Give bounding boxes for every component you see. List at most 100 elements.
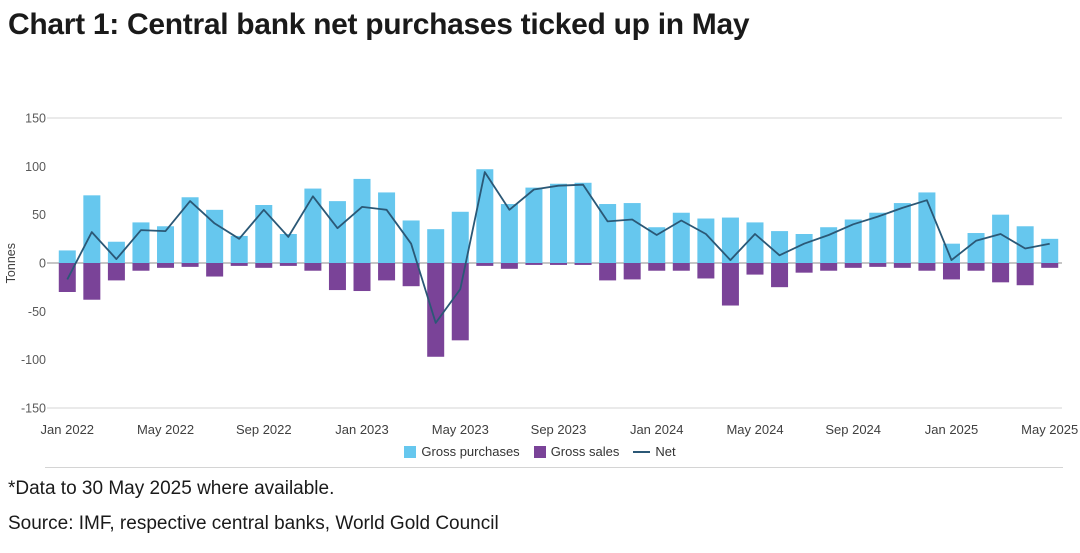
bar-gross-purchases <box>157 226 175 263</box>
x-tick-label: Jan 2023 <box>335 422 389 437</box>
bar-gross-purchases <box>328 201 346 263</box>
x-tick-label: May 2024 <box>726 422 783 437</box>
bar-gross-sales <box>844 263 862 268</box>
bar-gross-sales <box>721 263 739 306</box>
legend-square-swatch <box>404 445 417 458</box>
bar-gross-sales <box>992 263 1010 283</box>
bar-gross-purchases <box>992 214 1010 263</box>
bar-gross-purchases <box>255 205 273 263</box>
x-tick-label: May 2022 <box>137 422 194 437</box>
bar-gross-sales <box>771 263 789 288</box>
bar-gross-sales <box>181 263 199 267</box>
x-tick-label: Jan 2025 <box>925 422 979 437</box>
bar-gross-purchases <box>672 212 690 263</box>
bar-gross-purchases <box>721 217 739 263</box>
bar-gross-sales <box>451 263 469 341</box>
bar-gross-sales <box>279 263 297 266</box>
bar-gross-sales <box>893 263 911 268</box>
bar-gross-purchases <box>206 209 224 263</box>
bar-gross-sales <box>623 263 641 280</box>
bar-gross-sales <box>746 263 764 275</box>
bar-gross-sales <box>820 263 838 271</box>
bar-gross-purchases <box>771 231 789 263</box>
bar-gross-sales <box>1041 263 1059 268</box>
legend-item-gross-sales: Gross sales <box>533 444 620 459</box>
bar-gross-purchases <box>525 187 543 263</box>
bar-gross-purchases <box>599 204 617 263</box>
bar-gross-purchases <box>574 182 592 263</box>
x-tick-label: May 2025 <box>1021 422 1078 437</box>
legend-label: Gross purchases <box>421 444 520 459</box>
bar-gross-purchases <box>500 204 518 263</box>
x-tick-label: Jan 2022 <box>41 422 95 437</box>
bar-gross-purchases <box>58 250 76 263</box>
legend-label: Net <box>655 444 676 459</box>
bar-gross-purchases <box>451 211 469 263</box>
footnote: *Data to 30 May 2025 where available. <box>8 478 335 499</box>
bar-gross-purchases <box>402 220 420 263</box>
bar-gross-purchases <box>83 195 101 263</box>
legend-item-gross-purchases: Gross purchases <box>404 444 520 459</box>
bar-gross-sales <box>427 263 445 357</box>
bar-gross-sales <box>353 263 371 292</box>
bar-gross-purchases <box>107 241 125 263</box>
bar-gross-sales <box>599 263 617 281</box>
bar-gross-sales <box>107 263 125 281</box>
y-tick-label: -150 <box>21 402 46 416</box>
bar-gross-purchases <box>697 218 715 263</box>
bar-gross-sales <box>476 263 494 266</box>
y-tick-label: 150 <box>25 112 46 126</box>
bar-gross-purchases <box>746 222 764 263</box>
y-tick-label: 50 <box>32 208 46 222</box>
x-tick-label: May 2023 <box>432 422 489 437</box>
bar-gross-purchases <box>378 192 396 263</box>
legend-square-swatch <box>533 445 546 458</box>
bar-gross-sales <box>255 263 273 268</box>
x-tick-label: Jan 2024 <box>630 422 684 437</box>
bar-gross-sales <box>206 263 224 277</box>
bar-gross-sales <box>574 263 592 265</box>
bar-gross-purchases <box>795 234 813 263</box>
bar-gross-sales <box>304 263 322 271</box>
y-tick-label: 100 <box>25 160 46 174</box>
bar-gross-purchases <box>230 235 248 263</box>
bar-gross-purchases <box>844 219 862 263</box>
bar-gross-purchases <box>869 212 887 263</box>
x-tick-label: Sep 2023 <box>531 422 587 437</box>
bar-gross-purchases <box>967 233 985 263</box>
bar-gross-sales <box>83 263 101 300</box>
y-tick-label: 0 <box>39 257 46 271</box>
bar-gross-purchases <box>893 203 911 263</box>
chart-legend: Gross purchases Gross sales Net <box>0 444 1080 459</box>
divider-line <box>45 467 1063 468</box>
bar-gross-sales <box>550 263 567 265</box>
bar-gross-purchases <box>427 229 445 263</box>
bar-gross-sales <box>967 263 985 271</box>
bar-gross-sales <box>918 263 936 271</box>
y-tick-label: -50 <box>28 305 46 319</box>
bar-gross-purchases <box>279 234 297 263</box>
legend-label: Gross sales <box>550 444 620 459</box>
legend-item-net: Net <box>633 444 676 459</box>
bar-gross-purchases <box>304 188 322 263</box>
bar-gross-sales <box>378 263 396 281</box>
x-tick-label: Sep 2022 <box>236 422 292 437</box>
bar-gross-purchases <box>648 227 666 263</box>
net-line <box>66 171 1050 324</box>
source-line: Source: IMF, respective central banks, W… <box>8 513 499 534</box>
bar-gross-purchases <box>353 178 371 263</box>
bar-gross-sales <box>648 263 666 271</box>
bar-gross-purchases <box>623 203 641 263</box>
bar-gross-purchases <box>181 197 199 263</box>
bar-gross-sales <box>525 263 543 265</box>
bar-gross-sales <box>672 263 690 271</box>
bar-gross-sales <box>230 263 248 266</box>
chart-title: Chart 1: Central bank net purchases tick… <box>8 8 750 41</box>
y-tick-label: -100 <box>21 353 46 367</box>
bar-gross-purchases <box>132 222 150 263</box>
bar-gross-purchases <box>550 183 567 263</box>
central-bank-net-purchases-chart: 150 100 50 0 -50 -100 -150 Jan 2022 May 2022 Sep … <box>21 112 1078 438</box>
bar-gross-sales <box>869 263 887 267</box>
bar-gross-sales <box>942 263 960 280</box>
